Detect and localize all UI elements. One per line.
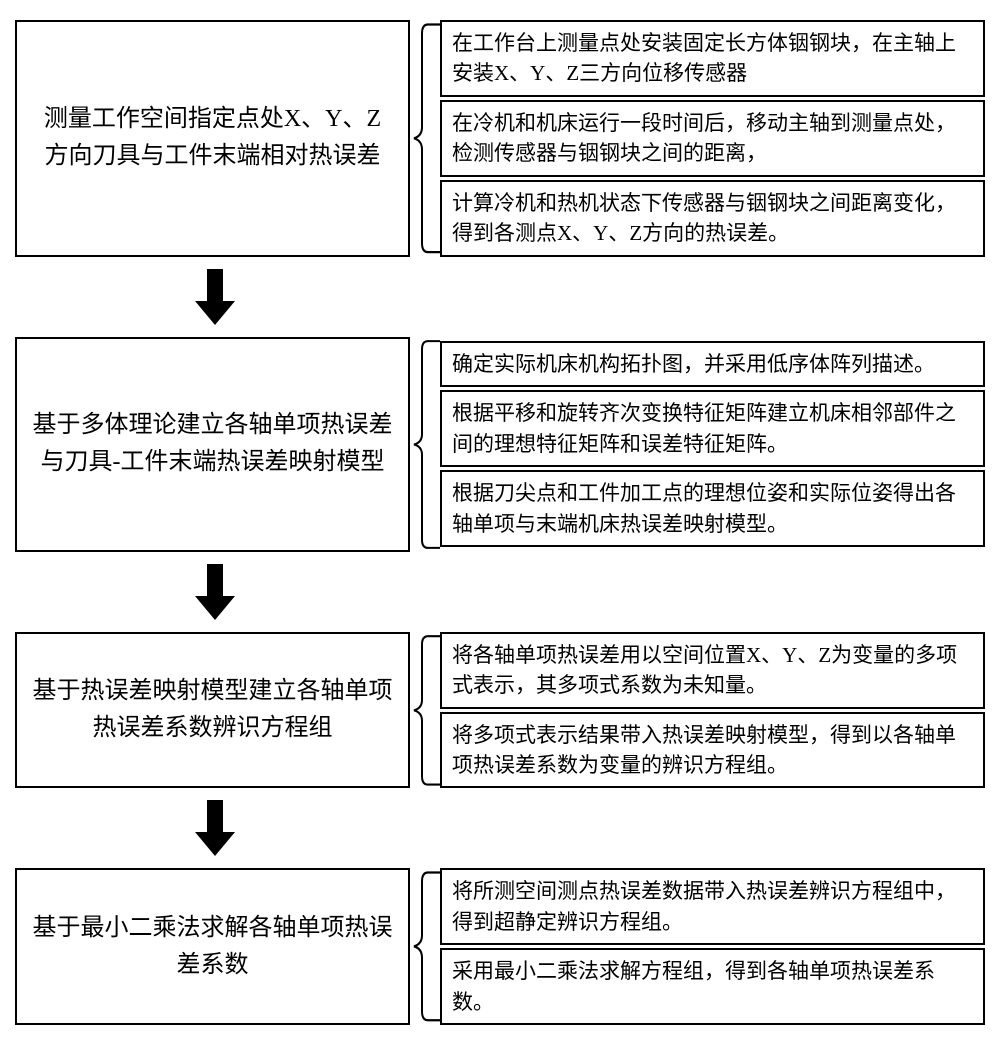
bracket-4 (410, 868, 440, 1025)
main-text-4: 基于最小二乘法求解各轴单项热误差系数 (32, 910, 393, 984)
bracket-wrap-3: 将各轴单项热误差用以空间位置X、Y、Z为变量的多项式表示，其多项式系数为未知量。… (410, 632, 985, 789)
bracket-wrap-2: 确定实际机床机构拓扑图，并采用低序体阵列描述。 根据平移和旋转齐次变换特征矩阵建… (410, 337, 985, 552)
main-box-2: 基于多体理论建立各轴单项热误差与刀具-工件末端热误差映射模型 (15, 337, 410, 552)
sub-box-3-1: 将各轴单项热误差用以空间位置X、Y、Z为变量的多项式表示，其多项式系数为未知量。 (440, 632, 985, 709)
sub-boxes-4: 将所测空间测点热误差数据带入热误差辨识方程组中，得到超静定辨识方程组。 采用最小… (440, 868, 985, 1025)
sub-box-3-2: 将多项式表示结果带入热误差映射模型，得到以各轴单项热误差系数为变量的辨识方程组。 (440, 712, 985, 789)
main-box-1: 测量工作空间指定点处X、Y、Z方向刀具与工件末端相对热误差 (15, 20, 410, 257)
step-row-2: 基于多体理论建立各轴单项热误差与刀具-工件末端热误差映射模型 确定实际机床机构拓… (15, 337, 985, 552)
sub-box-2-3: 根据刀尖点和工件加工点的理想位姿和实际位姿得出各轴单项与末端机床热误差映射模型。 (440, 470, 985, 547)
bracket-wrap-4: 将所测空间测点热误差数据带入热误差辨识方程组中，得到超静定辨识方程组。 采用最小… (410, 868, 985, 1025)
step-row-1: 测量工作空间指定点处X、Y、Z方向刀具与工件末端相对热误差 在工作台上测量点处安… (15, 20, 985, 257)
arrow-2 (195, 564, 235, 620)
sub-box-1-3: 计算冷机和热机状态下传感器与铟钢块之间距离变化，得到各测点X、Y、Z方向的热误差… (440, 180, 985, 257)
sub-box-1-1: 在工作台上测量点处安装固定长方体铟钢块，在主轴上安装X、Y、Z三方向位移传感器 (440, 20, 985, 97)
sub-box-4-1: 将所测空间测点热误差数据带入热误差辨识方程组中，得到超静定辨识方程组。 (440, 868, 985, 945)
sub-boxes-2: 确定实际机床机构拓扑图，并采用低序体阵列描述。 根据平移和旋转齐次变换特征矩阵建… (440, 337, 985, 552)
sub-boxes-3: 将各轴单项热误差用以空间位置X、Y、Z为变量的多项式表示，其多项式系数为未知量。… (440, 632, 985, 789)
main-box-4: 基于最小二乘法求解各轴单项热误差系数 (15, 868, 410, 1025)
main-text-3: 基于热误差映射模型建立各轴单项热误差系数辨识方程组 (32, 673, 393, 747)
sub-box-4-2: 采用最小二乘法求解方程组，得到各轴单项热误差系数。 (440, 948, 985, 1025)
bracket-wrap-1: 在工作台上测量点处安装固定长方体铟钢块，在主轴上安装X、Y、Z三方向位移传感器 … (410, 20, 985, 257)
flowchart-container: 测量工作空间指定点处X、Y、Z方向刀具与工件末端相对热误差 在工作台上测量点处安… (15, 20, 985, 1025)
arrow-3 (195, 800, 235, 856)
arrow-1 (195, 269, 235, 325)
sub-box-2-2: 根据平移和旋转齐次变换特征矩阵建立机床相邻部件之间的理想特征矩阵和误差特征矩阵。 (440, 390, 985, 467)
main-text-2: 基于多体理论建立各轴单项热误差与刀具-工件末端热误差映射模型 (32, 407, 393, 481)
bracket-3 (410, 632, 440, 789)
sub-box-1-2: 在冷机和机床运行一段时间后，移动主轴到测量点处，检测传感器与铟钢块之间的距离， (440, 100, 985, 177)
main-box-3: 基于热误差映射模型建立各轴单项热误差系数辨识方程组 (15, 632, 410, 789)
bracket-1 (410, 20, 440, 257)
step-row-3: 基于热误差映射模型建立各轴单项热误差系数辨识方程组 将各轴单项热误差用以空间位置… (15, 632, 985, 789)
bracket-2 (410, 337, 440, 552)
sub-box-2-1: 确定实际机床机构拓扑图，并采用低序体阵列描述。 (440, 341, 985, 387)
main-text-1: 测量工作空间指定点处X、Y、Z方向刀具与工件末端相对热误差 (32, 101, 393, 175)
sub-boxes-1: 在工作台上测量点处安装固定长方体铟钢块，在主轴上安装X、Y、Z三方向位移传感器 … (440, 20, 985, 257)
step-row-4: 基于最小二乘法求解各轴单项热误差系数 将所测空间测点热误差数据带入热误差辨识方程… (15, 868, 985, 1025)
